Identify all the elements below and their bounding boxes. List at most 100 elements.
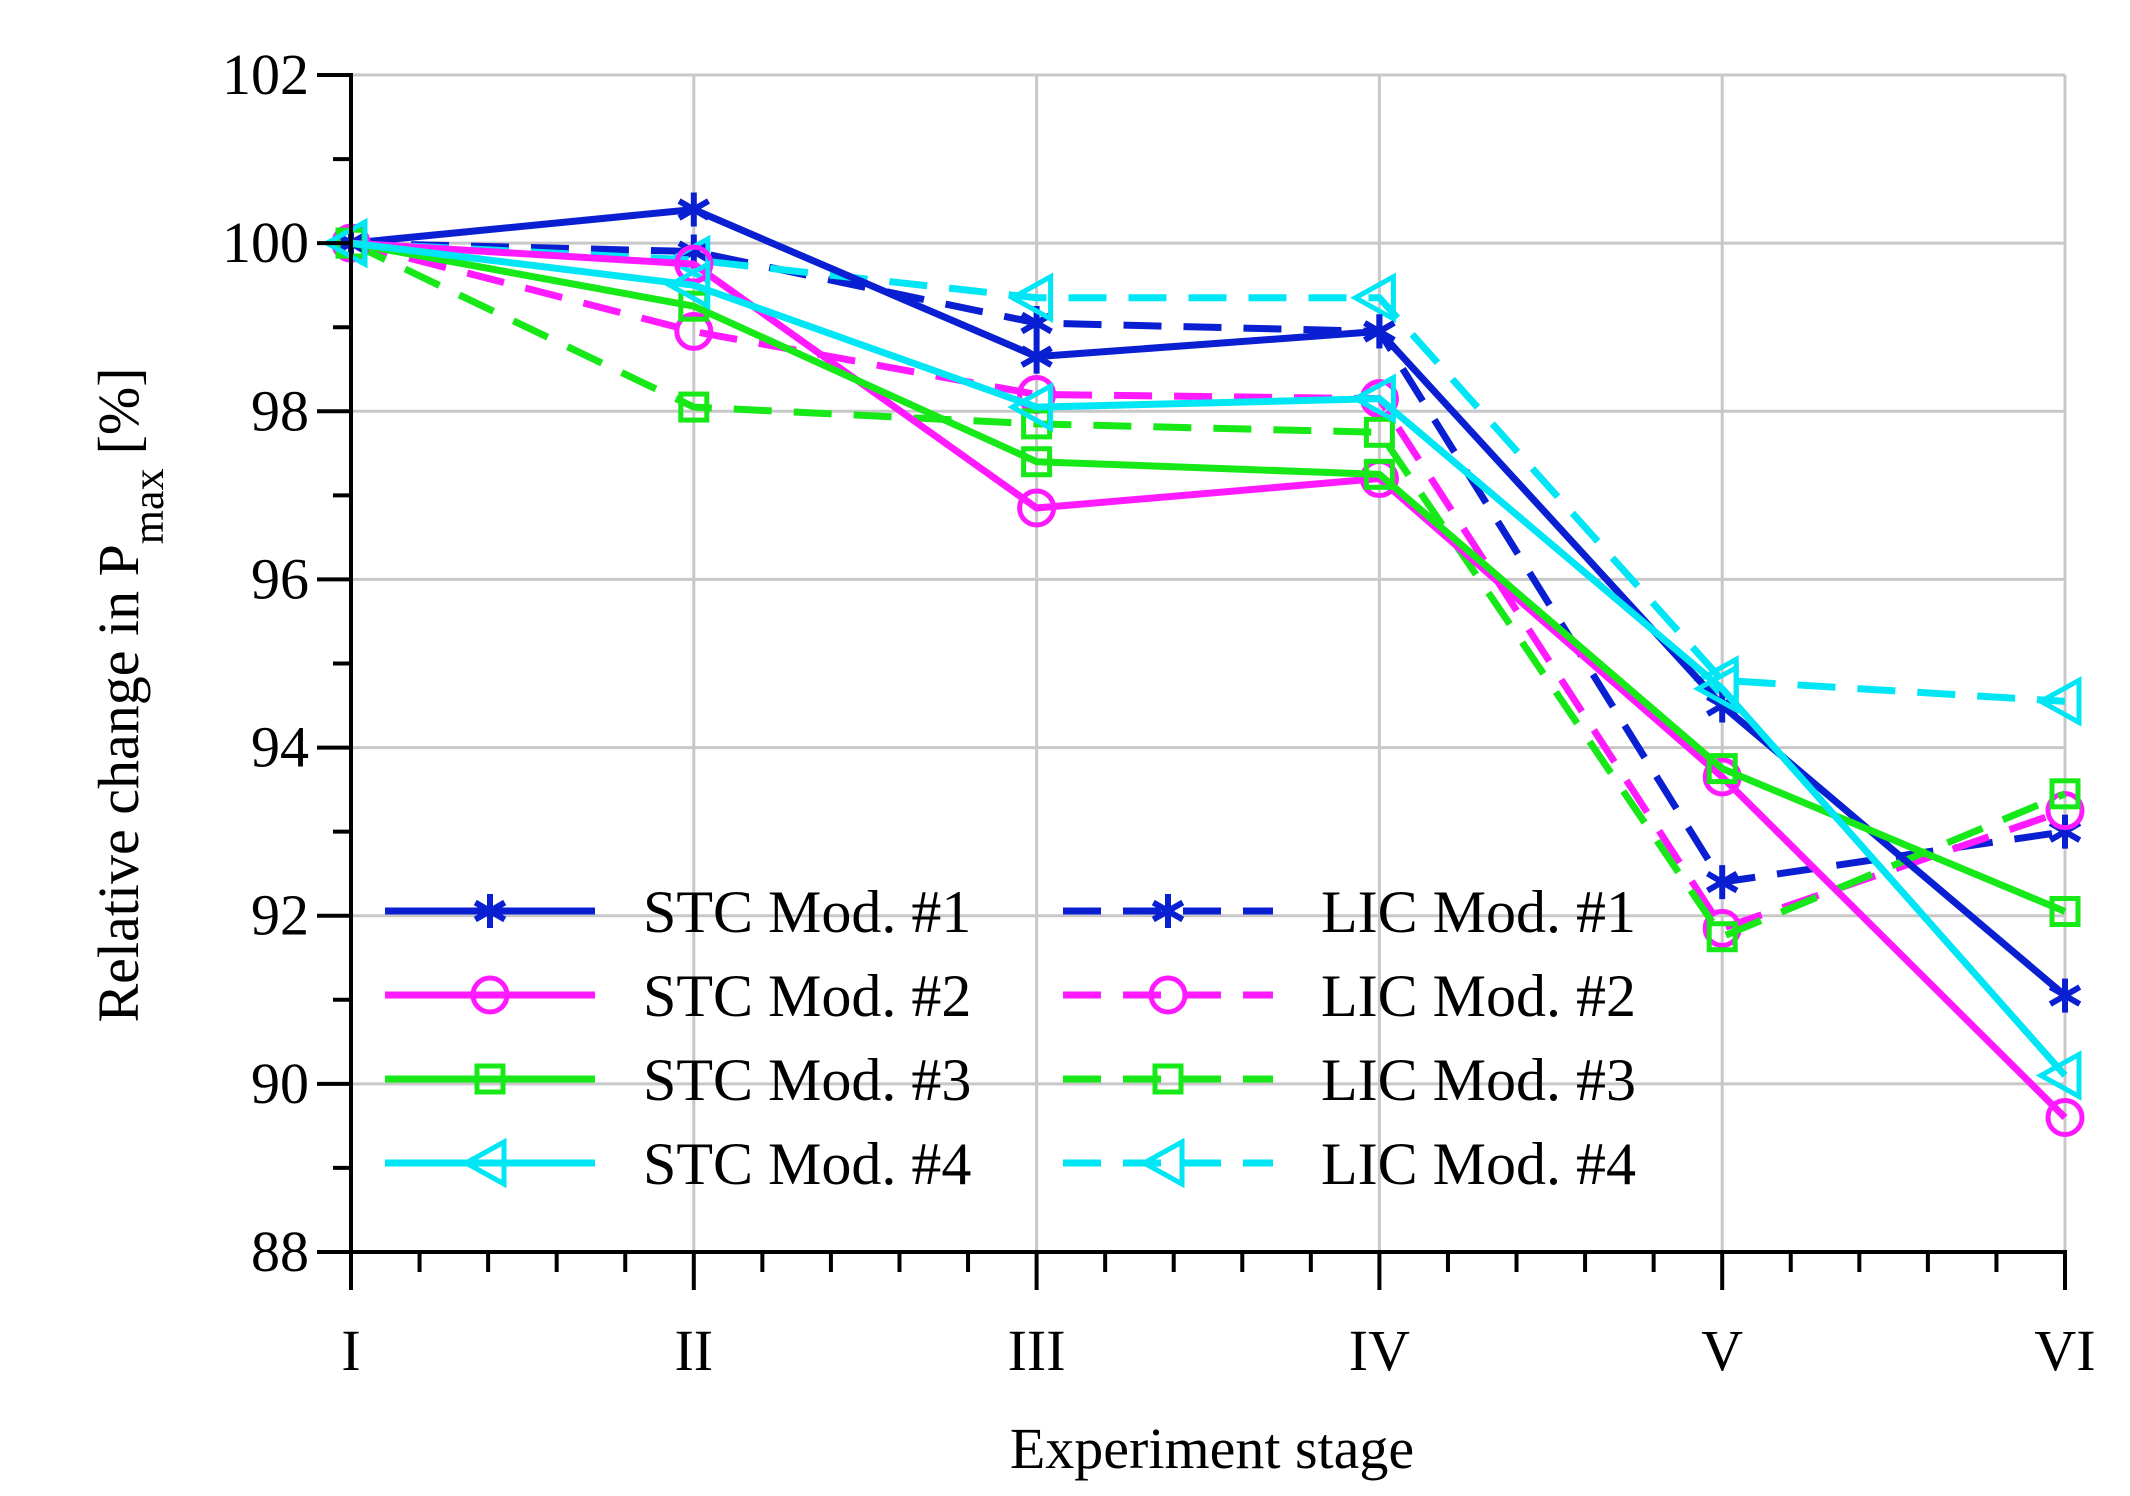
series-line	[350, 239, 2068, 1078]
grid-lines	[351, 73, 2067, 1252]
asterisk-stroke	[2048, 984, 2082, 1007]
data-point-marker	[1017, 488, 1057, 528]
data-point-marker	[2045, 1097, 2085, 1137]
legend-label: LIC Mod. #2	[1321, 963, 1636, 1029]
legend-marker	[1148, 975, 1188, 1015]
asterisk-stroke	[677, 198, 711, 221]
legend-item: LIC Mod. #2	[1063, 963, 1636, 1029]
legend-item: LIC Mod. #1	[1063, 879, 1636, 945]
data-point-marker	[1363, 314, 1396, 349]
legend-item: STC Mod. #1	[385, 879, 971, 945]
data-point-marker	[2035, 676, 2082, 727]
data-point-marker	[1705, 865, 1739, 900]
legend-item: LIC Mod. #4	[1063, 1131, 1636, 1197]
data-point-marker	[1693, 663, 1739, 714]
legend-marker	[1151, 894, 1185, 928]
data-point-marker	[664, 259, 711, 311]
legend-item: STC Mod. #3	[385, 1047, 971, 1113]
data-point-marker	[2048, 814, 2082, 849]
series-lic-mod-4	[321, 217, 2082, 727]
asterisk-stroke	[677, 240, 711, 263]
data-point-marker	[1350, 373, 1396, 424]
y-tick-label: 88	[251, 1219, 309, 1284]
data-point-marker	[1007, 381, 1054, 433]
data-point-marker	[677, 192, 711, 227]
x-tick-label: V	[1701, 1318, 1743, 1383]
y-tick-label: 100	[222, 210, 309, 275]
x-tick-label: IV	[1349, 1318, 1410, 1383]
y-axis-title-subscript: max	[124, 468, 173, 544]
asterisk-stroke	[1363, 320, 1396, 343]
data-point-marker	[1363, 458, 1395, 490]
series-line	[350, 239, 2066, 705]
legend-marker	[474, 1063, 506, 1095]
x-tick-label: II	[674, 1318, 713, 1383]
series-lic-mod-2	[331, 223, 2085, 948]
y-tick-label: 90	[251, 1051, 309, 1116]
data-point-marker	[678, 391, 710, 423]
legend-marker	[473, 894, 507, 928]
data-point-marker	[1706, 921, 1738, 953]
legend: STC Mod. #1 STC Mod. #2 STC Mod. #3 STC Mod…	[385, 879, 1636, 1197]
x-tick-label: III	[1008, 1318, 1066, 1383]
legend-label: STC Mod. #3	[643, 1047, 971, 1113]
legend-label: STC Mod. #1	[643, 879, 971, 945]
asterisk-stroke	[1705, 694, 1739, 717]
data-point-marker	[2045, 791, 2085, 831]
legend-marker	[460, 1137, 507, 1189]
x-tick-label: VI	[2034, 1318, 2095, 1383]
data-point-marker	[1706, 753, 1738, 785]
series-line	[350, 239, 2067, 915]
y-axis-title-main: Relative change in P	[86, 544, 151, 1022]
legend-marker	[470, 975, 510, 1015]
series-layer	[321, 192, 2085, 1137]
data-point-marker	[1363, 416, 1395, 448]
legend-label: STC Mod. #2	[643, 963, 971, 1029]
series-line	[350, 239, 2067, 932]
series-line	[349, 239, 2067, 941]
legend-item: STC Mod. #4	[385, 1131, 971, 1197]
asterisk-stroke	[1020, 311, 1053, 335]
y-tick-label: 92	[251, 883, 309, 948]
series-stc-mod-4	[321, 217, 2082, 1101]
data-point-marker	[2049, 896, 2081, 928]
data-point-marker	[1350, 272, 1396, 324]
legend-marker	[1138, 1137, 1185, 1189]
legend-label: LIC Mod. #1	[1321, 879, 1636, 945]
data-point-marker	[674, 311, 714, 351]
legend-marker	[1152, 1063, 1184, 1095]
legend-label: STC Mod. #4	[643, 1131, 971, 1197]
series-lic-mod-3	[335, 227, 2081, 953]
series-line	[350, 239, 2066, 886]
series-stc-mod-1	[334, 192, 2082, 1013]
data-point-marker	[2048, 978, 2082, 1013]
legend-item: STC Mod. #2	[385, 963, 971, 1029]
x-axis-title: Experiment stage	[1010, 1416, 1414, 1481]
data-point-marker	[321, 217, 368, 269]
legend-label: LIC Mod. #3	[1321, 1047, 1636, 1113]
data-point-marker	[1020, 339, 1053, 374]
legend-item: LIC Mod. #3	[1063, 1047, 1636, 1113]
data-point-marker	[1021, 446, 1053, 478]
data-point-marker	[2035, 1050, 2082, 1101]
axes	[317, 73, 2067, 1290]
y-axis-title-unit: [%]	[86, 367, 151, 454]
series-stc-mod-3	[335, 227, 2081, 928]
data-point-marker	[2049, 778, 2081, 810]
y-tick-label: 94	[251, 715, 309, 780]
y-tick-label: 98	[251, 378, 309, 443]
y-tick-label: 102	[222, 42, 309, 107]
data-point-marker	[1007, 272, 1054, 324]
y-tick-label: 96	[251, 546, 309, 611]
asterisk-stroke	[1020, 345, 1053, 368]
series-line	[350, 239, 2068, 1120]
x-tick-label: I	[341, 1318, 360, 1383]
y-axis-title: Relative change in Pmax [%]	[86, 367, 173, 1022]
legend-label: LIC Mod. #4	[1321, 1131, 1636, 1197]
asterisk-stroke	[1705, 870, 1739, 894]
asterisk-stroke	[473, 899, 507, 923]
data-point-marker	[674, 244, 714, 284]
asterisk-stroke	[1151, 899, 1185, 923]
